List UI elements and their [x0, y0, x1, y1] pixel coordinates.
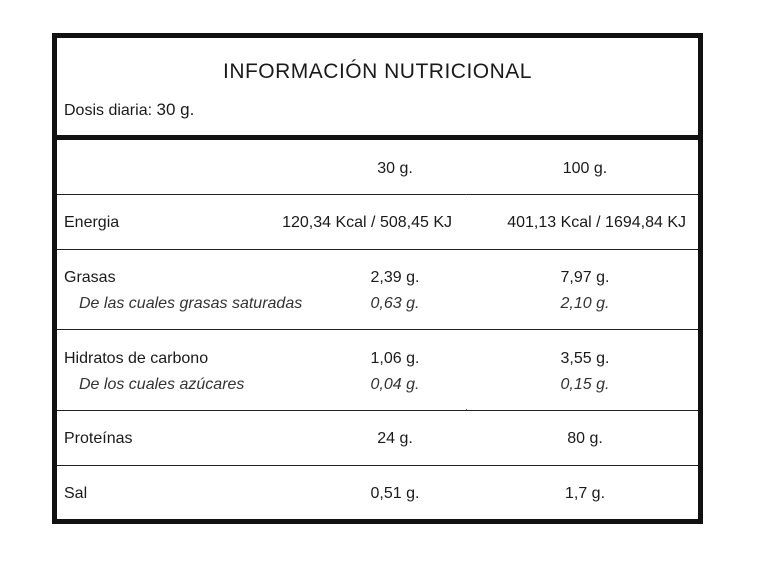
hidratos-30g-value: 1,06 g.: [370, 350, 420, 367]
daily-dose-label: Dosis diaria:: [64, 102, 153, 119]
saturadas-30g-value: 0,63 g.: [370, 295, 420, 312]
daily-dose-value: 30 g.: [156, 100, 195, 119]
azucares-100g-value: 0,15 g.: [560, 376, 610, 393]
row-label-hidratos: Hidratos de carbono: [64, 350, 209, 367]
hidratos-100g-value: 3,55 g.: [560, 350, 610, 367]
header-divider: [57, 135, 698, 140]
row-label-sal: Sal: [64, 485, 88, 502]
proteinas-100g-value: 80 g.: [567, 430, 603, 447]
row-sublabel-saturadas: De las cuales grasas saturadas: [79, 295, 303, 312]
sal-30g-value: 0,51 g.: [370, 485, 420, 502]
table-row-hidratos: Hidratos de carbono 1,06 g. 3,55 g. De l…: [57, 330, 698, 411]
daily-dose: Dosis diaria: 30 g.: [64, 100, 194, 120]
column-header-30g: 30 g.: [377, 160, 413, 177]
row-label-energia: Energia: [64, 214, 120, 231]
column-header-100g: 100 g.: [562, 160, 608, 177]
table-row-grasas: Grasas 2,39 g. 7,97 g. De las cuales gra…: [57, 250, 698, 330]
column-divider-mark: [466, 409, 467, 410]
table-row-proteinas: Proteínas 24 g. 80 g.: [57, 411, 698, 466]
row-label-grasas: Grasas: [64, 269, 116, 286]
table-title: INFORMACIÓN NUTRICIONAL: [222, 60, 532, 83]
column-header-row: 30 g. 100 g.: [57, 140, 698, 195]
sal-100g-value: 1,7 g.: [564, 485, 606, 502]
grasas-30g-value: 2,39 g.: [370, 269, 420, 286]
table-row-sal: Sal 0,51 g. 1,7 g.: [57, 466, 698, 519]
energia-30g-value: 120,34 Kcal / 508,45 KJ: [282, 214, 452, 231]
column-divider-mark: [466, 194, 467, 195]
energia-100g-value: 401,13 Kcal / 1694,84 KJ: [507, 214, 686, 231]
grasas-100g-value: 7,97 g.: [560, 269, 610, 286]
proteinas-30g-value: 24 g.: [377, 430, 413, 447]
row-label-proteinas: Proteínas: [64, 430, 133, 447]
table-row-energia: Energia 120,34 Kcal / 508,45 KJ 401,13 K…: [57, 195, 698, 250]
row-sublabel-azucares: De los cuales azúcares: [79, 376, 245, 393]
saturadas-100g-value: 2,10 g.: [560, 295, 610, 312]
azucares-30g-value: 0,04 g.: [370, 376, 420, 393]
nutrition-table: INFORMACIÓN NUTRICIONAL Dosis diaria: 30…: [52, 33, 703, 524]
